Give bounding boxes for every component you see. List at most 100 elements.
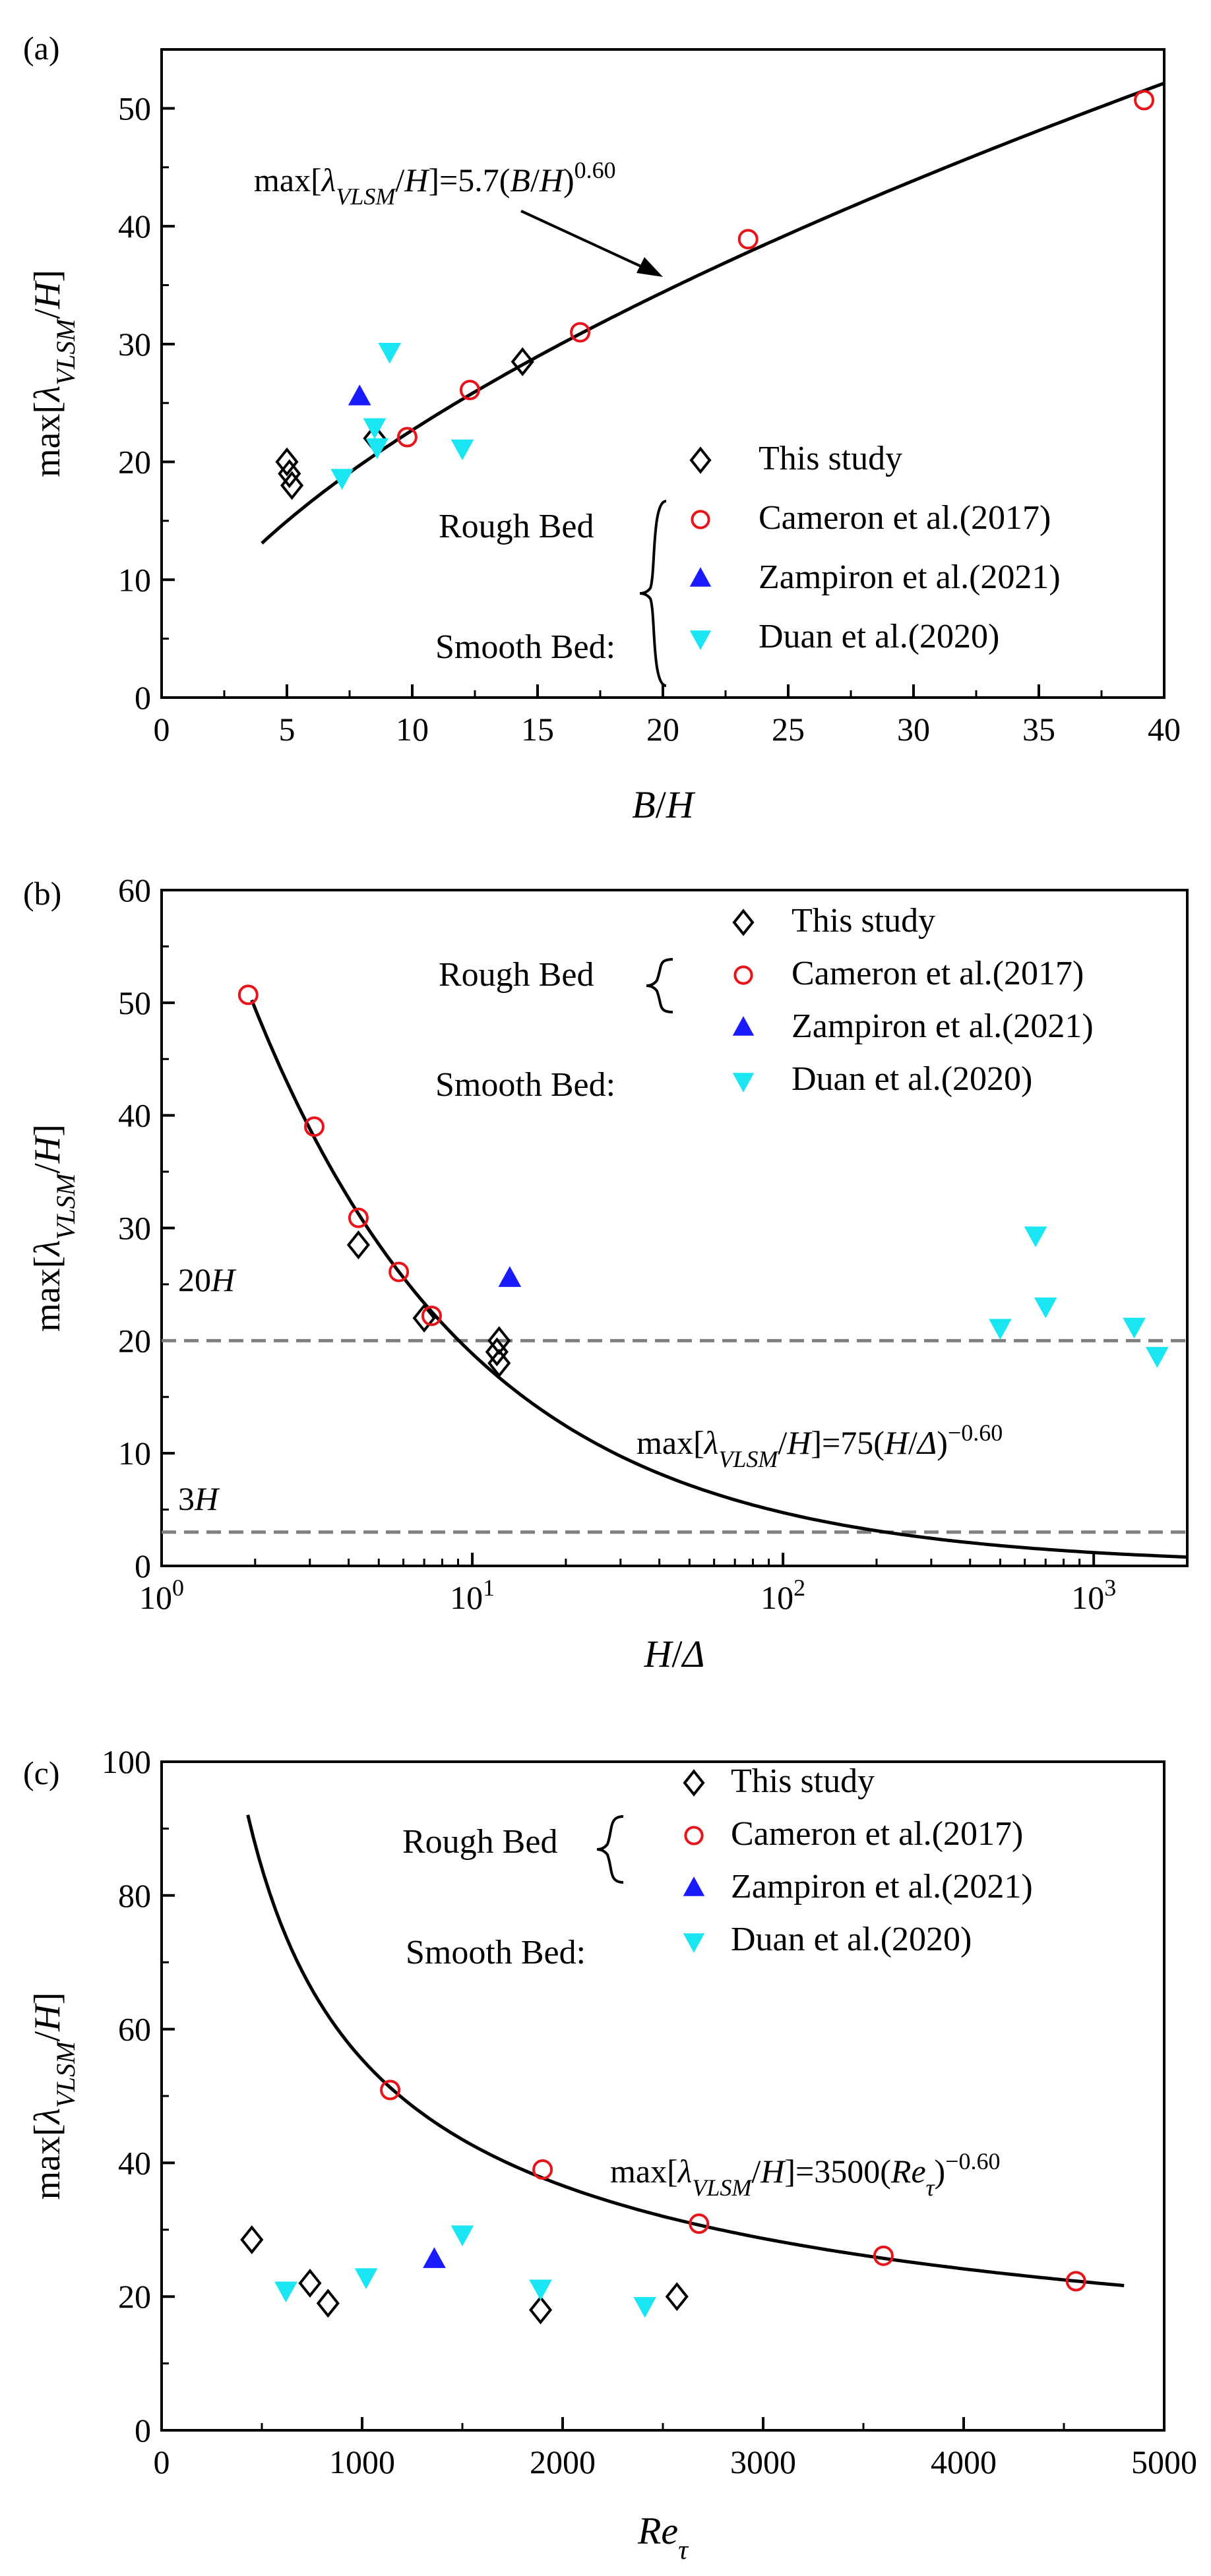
point-this-study xyxy=(346,1230,370,1260)
reference-line-label: 20H xyxy=(178,1261,237,1298)
point-this-study xyxy=(511,347,534,376)
y-tick-label: 50 xyxy=(118,90,151,127)
point-duan xyxy=(354,2268,378,2289)
point-duan xyxy=(378,343,402,364)
fit-equation-label: max[λVLSM/H]=75(H/Δ)−0.60 xyxy=(637,1420,1003,1472)
point-this-study xyxy=(487,1326,511,1356)
y-tick-label: 40 xyxy=(118,208,151,245)
fit-equation-label: max[λVLSM/H]=5.7(B/H)0.60 xyxy=(254,157,616,210)
legend: This study Cameron et al.(2017) Zampiron e… xyxy=(435,902,1094,1104)
legend-smooth-bed: Smooth Bed: xyxy=(435,1066,615,1104)
point-duan xyxy=(1034,1297,1057,1319)
plot-frame xyxy=(160,48,1165,699)
legend-label-zampiron: Zampiron et al.(2021) xyxy=(731,1868,1033,1905)
y-tick-label: 50 xyxy=(118,984,151,1021)
y-tick-label: 80 xyxy=(118,1877,151,1914)
point-this-study xyxy=(485,1337,509,1367)
point-duan xyxy=(633,2296,656,2318)
legend-rough-bed: Rough Bed xyxy=(439,508,594,545)
point-zampiron xyxy=(423,2247,446,2268)
y-axis-label: max[λVLSM/H] xyxy=(27,270,80,477)
point-this-study xyxy=(665,2282,689,2312)
x-tick-label: 10 xyxy=(396,711,429,748)
point-cameron xyxy=(303,1116,325,1137)
point-cameron xyxy=(689,2213,710,2234)
legend-label-zampiron: Zampiron et al.(2021) xyxy=(759,558,1061,596)
point-this-study xyxy=(412,1303,436,1333)
x-tick-label: 20 xyxy=(646,711,679,748)
panel-b: (b) 0 10 20 30 40 50 60 100 101 102 103 max[λVLSM/H]… xyxy=(23,872,1189,1675)
x-axis-label: H/Δ xyxy=(643,1632,704,1675)
fit-curve xyxy=(246,1814,1125,2287)
point-this-study xyxy=(275,447,299,477)
legend-label-zampiron: Zampiron et al.(2021) xyxy=(792,1007,1094,1045)
x-tick-label: 1000 xyxy=(329,2443,395,2480)
x-tick-label: 5 xyxy=(279,711,295,748)
x-tick-label: 25 xyxy=(772,711,805,748)
legend-marker-zampiron xyxy=(689,567,712,587)
x-tick-label: 103 xyxy=(1071,1574,1116,1616)
legend-brace xyxy=(596,1815,624,1884)
x-tick-label: 4000 xyxy=(931,2443,997,2480)
y-tick-label: 0 xyxy=(135,679,151,716)
x-tick-label: 15 xyxy=(521,711,554,748)
point-cameron xyxy=(237,984,259,1005)
legend: This study Cameron et al.(2017) Zampiron e… xyxy=(435,440,1061,687)
y-axis-label: max[λVLSM/H] xyxy=(27,1124,80,1332)
legend-label-cameron: Cameron et al.(2017) xyxy=(731,1815,1023,1853)
y-tick-label: 20 xyxy=(118,1322,151,1359)
point-duan xyxy=(365,438,389,460)
x-tick-label: 3000 xyxy=(730,2443,796,2480)
panel-a: (a) 0 10 20 30 40 50 0 5 10 15 20 25 30 35 40 max[λVLSM/… xyxy=(23,30,1181,826)
x-tick-label: 2000 xyxy=(530,2443,596,2480)
fit-arrow-head xyxy=(637,257,663,277)
point-this-study xyxy=(240,2225,264,2254)
fit-curve xyxy=(250,999,1188,1559)
legend-marker-this-study xyxy=(683,1769,705,1797)
legend-marker-this-study xyxy=(732,909,755,936)
legend-label-cameron: Cameron et al.(2017) xyxy=(792,955,1084,992)
point-duan xyxy=(330,469,354,490)
legend-marker-duan xyxy=(683,1933,705,1953)
legend-label-cameron: Cameron et al.(2017) xyxy=(759,499,1051,537)
panel-label: (c) xyxy=(23,1754,60,1791)
y-tick-label: 60 xyxy=(118,2011,151,2048)
legend-label-this-study: This study xyxy=(792,902,935,940)
point-cameron xyxy=(459,380,480,401)
legend-rough-bed: Rough Bed xyxy=(439,956,594,994)
legend-smooth-bed: Smooth Bed: xyxy=(406,1934,586,1971)
fit-arrow-line xyxy=(520,210,652,272)
y-tick-label: 0 xyxy=(135,1547,151,1584)
x-tick-label: 40 xyxy=(1148,711,1181,748)
legend-label-this-study: This study xyxy=(731,1762,875,1800)
y-axis-label: max[λVLSM/H] xyxy=(27,1992,80,2200)
legend-marker-cameron xyxy=(684,1826,704,1845)
reference-line-label: 3H xyxy=(178,1480,220,1517)
x-tick-label: 100 xyxy=(139,1574,184,1616)
y-tick-label: 30 xyxy=(118,326,151,363)
x-tick-label: 0 xyxy=(154,2443,170,2480)
y-tick-label: 10 xyxy=(118,1435,151,1472)
point-this-study xyxy=(280,471,304,500)
plot-frame xyxy=(160,1760,1165,2432)
x-tick-label: 102 xyxy=(761,1574,805,1616)
y-tick-label: 0 xyxy=(135,2412,151,2449)
legend-label-duan: Duan et al.(2020) xyxy=(731,1921,972,1958)
legend-marker-zampiron xyxy=(732,1016,755,1036)
legend-marker-duan xyxy=(689,630,712,650)
legend: This study Cameron et al.(2017) Zampiron e… xyxy=(402,1762,1033,1971)
point-cameron xyxy=(388,1261,410,1282)
legend-marker-this-study xyxy=(689,446,712,474)
x-tick-label: 101 xyxy=(450,1574,495,1616)
point-duan xyxy=(529,2279,552,2301)
point-cameron xyxy=(873,2245,894,2266)
y-tick-label: 10 xyxy=(118,561,151,598)
x-tick-label: 35 xyxy=(1022,711,1055,748)
point-cameron xyxy=(421,1305,442,1327)
legend-marker-cameron xyxy=(691,510,710,529)
legend-marker-duan xyxy=(732,1073,755,1093)
y-tick-label: 40 xyxy=(118,1097,151,1134)
point-this-study xyxy=(298,2268,322,2298)
legend-brace xyxy=(646,958,673,1013)
